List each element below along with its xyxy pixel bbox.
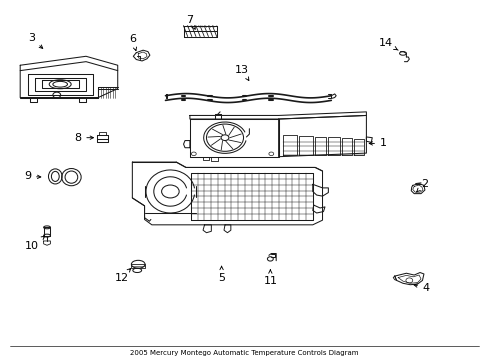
Text: 7: 7 — [186, 15, 195, 29]
Text: 14: 14 — [378, 38, 397, 50]
Text: 8: 8 — [74, 133, 93, 143]
Text: 13: 13 — [235, 64, 248, 81]
Text: 6: 6 — [128, 34, 136, 51]
Text: 2: 2 — [416, 179, 427, 192]
Text: 3: 3 — [28, 33, 42, 48]
Text: 10: 10 — [24, 236, 45, 251]
Text: 1: 1 — [368, 139, 386, 148]
Text: 5: 5 — [218, 266, 224, 283]
Text: 2005 Mercury Montego Automatic Temperature Controls Diagram: 2005 Mercury Montego Automatic Temperatu… — [130, 350, 358, 356]
Text: 11: 11 — [263, 270, 277, 286]
Text: 9: 9 — [24, 171, 41, 181]
Text: 12: 12 — [114, 269, 130, 283]
Text: 4: 4 — [413, 283, 429, 293]
